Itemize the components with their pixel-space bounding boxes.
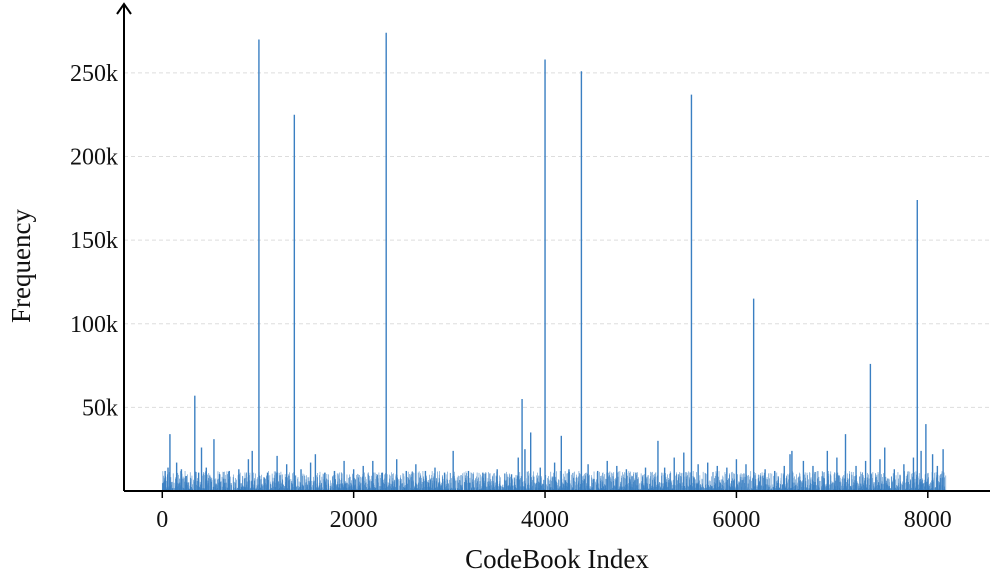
y-tick-label: 100k — [70, 312, 118, 338]
y-axis-title: Frequency — [6, 209, 36, 323]
y-tick-label: 250k — [70, 61, 118, 87]
x-tick-label: 6000 — [712, 507, 760, 533]
bars — [161, 32, 947, 491]
x-tick-label: 4000 — [521, 507, 569, 533]
axes — [116, 2, 990, 492]
x-tick-label: 8000 — [904, 507, 952, 533]
y-tick-label: 50k — [82, 395, 118, 421]
x-ticks: 0 2000 4000 6000 8000 — [156, 491, 952, 533]
x-tick-label: 2000 — [330, 507, 378, 533]
x-tick-label: 0 — [156, 507, 168, 533]
y-tick-label: 200k — [70, 145, 118, 171]
y-axis-arrow-icon — [116, 2, 132, 15]
y-ticks: 50k 100k 150k 200k 250k — [70, 61, 118, 421]
gridlines — [124, 72, 990, 408]
x-axis-title: CodeBook Index — [465, 544, 649, 574]
y-tick-label: 150k — [70, 228, 118, 254]
